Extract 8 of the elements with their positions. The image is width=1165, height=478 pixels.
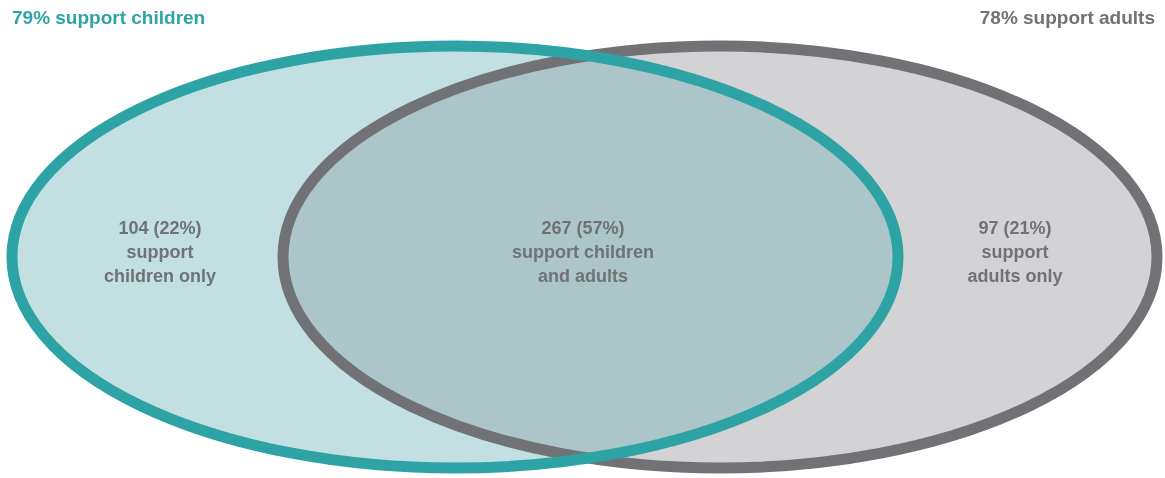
data-label: 104 (22%) [118,218,202,238]
data-label: 267 (57%) [541,218,625,238]
category-label: support adults only [967,242,1063,286]
text: 79% support children [12,7,206,28]
category-label: support children only [103,242,217,286]
category-label: support children and adults [511,242,655,286]
text: 78% support adults [979,7,1155,28]
data-label: 97 (21%) [978,218,1052,238]
